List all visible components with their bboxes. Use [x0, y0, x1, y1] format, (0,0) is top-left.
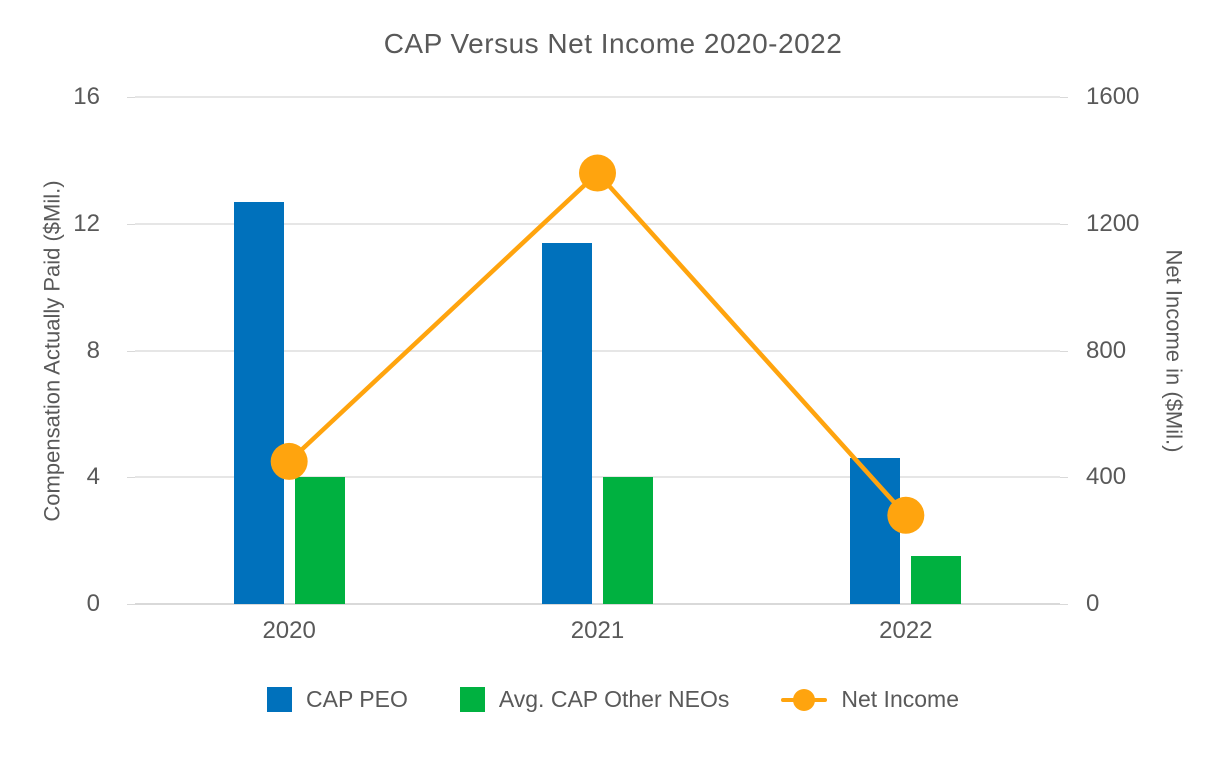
right-axis-tick-label: 0: [1086, 590, 1100, 617]
right-axis-tickmark: [1060, 350, 1068, 352]
right-axis-tickmark: [1060, 477, 1068, 479]
net-income-marker: [270, 442, 308, 480]
chart-title: CAP Versus Net Income 2020-2022: [383, 28, 843, 59]
bar-avg-cap-other-neos: [911, 556, 962, 604]
left-axis-tickmark: [127, 350, 135, 352]
right-axis-tick-label: 1200: [1086, 209, 1140, 237]
bar-avg-cap-other-neos: [603, 477, 653, 604]
left-axis-tick-label: 12: [73, 209, 100, 237]
right-axis-tickmark: [1060, 604, 1068, 605]
gridline: [135, 476, 1060, 479]
plot-area: [135, 96, 1060, 605]
left-axis-tick-label: 16: [73, 83, 100, 110]
x-axis-label: 2020: [262, 617, 316, 644]
right-axis-tickmark: [1060, 223, 1068, 225]
x-axis-label: 2021: [570, 617, 625, 644]
net-income-marker: [579, 154, 616, 192]
left-axis-tick-label: 4: [86, 463, 100, 491]
left-axis-tickmark: [127, 97, 135, 98]
bar-cap-peo: [542, 242, 592, 604]
gridline: [135, 222, 1060, 225]
legend-label: Net Income: [841, 686, 959, 712]
legend-swatch: [267, 687, 292, 712]
axis-baseline: [135, 603, 1060, 605]
legend-label: Avg. CAP Other NEOs: [498, 686, 730, 712]
legend-label: CAP PEO: [306, 686, 408, 712]
x-axis-label: 2022: [879, 617, 933, 644]
net-income-line: [287, 169, 908, 517]
right-axis-tick-label: 1600: [1086, 83, 1140, 110]
gridline: [135, 349, 1060, 352]
bar-cap-peo: [233, 201, 284, 604]
right-axis-tickmark: [1060, 97, 1068, 98]
legend-swatch: [459, 687, 485, 712]
left-axis-tickmark: [127, 604, 135, 605]
net-income-marker: [887, 496, 925, 534]
legend: CAP PEO Avg. CAP Other NEOs Net Income: [0, 686, 1226, 713]
left-axis-tick-label: 8: [86, 336, 100, 364]
legend-line-marker: [781, 687, 828, 713]
left-axis-tick-label: 0: [86, 590, 100, 617]
legend-line-dot: [793, 688, 816, 711]
gridline: [135, 96, 1060, 98]
legend-item-cap-peo: CAP PEO: [267, 686, 408, 713]
right-axis-tick-label: 800: [1086, 336, 1127, 364]
legend-item-net-income: Net Income: [781, 686, 959, 713]
left-axis-tickmark: [127, 477, 135, 479]
net-income-line-layer: [270, 154, 925, 534]
left-axis-tickmark: [127, 223, 135, 225]
bar-avg-cap-other-neos: [294, 477, 345, 604]
legend-item-avg-cap-other-neos: Avg. CAP Other NEOs: [459, 686, 730, 713]
right-axis-tick-label: 400: [1086, 463, 1127, 491]
